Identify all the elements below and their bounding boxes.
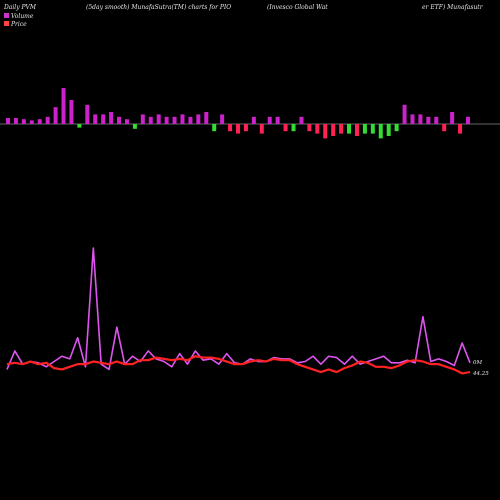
legend-price-swatch xyxy=(4,21,9,26)
pvm-bar xyxy=(466,116,470,124)
pvm-bar xyxy=(243,124,248,132)
pvm-bar xyxy=(148,116,153,124)
pvm-bar xyxy=(402,104,407,124)
pvm-bars xyxy=(6,88,470,139)
pvm-bar xyxy=(331,124,336,136)
pvm-bar xyxy=(37,119,42,124)
pvm-bar xyxy=(339,124,344,134)
pvm-bar xyxy=(378,124,383,139)
pvm-bar xyxy=(124,119,129,124)
pvm-bar xyxy=(354,124,359,136)
volume-end-label: 0M xyxy=(473,360,482,366)
legend-volume-label: Volume xyxy=(11,13,34,20)
pvm-bar xyxy=(410,114,415,124)
pvm-bar xyxy=(283,124,288,132)
pvm-bar xyxy=(61,88,66,124)
pvm-bar xyxy=(450,112,455,124)
legend-price-label: Price xyxy=(10,21,27,28)
pvm-bar xyxy=(188,116,193,124)
pvm-bar xyxy=(13,118,18,124)
pvm-bar xyxy=(212,124,217,132)
pvm-bar xyxy=(109,112,114,124)
header-title: (5day smooth) MunafaSutra(TM) charts for… xyxy=(86,4,231,11)
volume-line xyxy=(6,247,471,371)
pvm-bar xyxy=(85,104,90,124)
pvm-bar xyxy=(196,114,201,124)
pvm-bar xyxy=(426,116,431,124)
pvm-bar xyxy=(458,124,463,134)
pvm-bar xyxy=(132,124,137,129)
pvm-bar xyxy=(362,124,367,134)
header-right-a: (Invesco Global Wat xyxy=(267,4,328,11)
pvm-bar xyxy=(323,124,328,139)
pvm-bar xyxy=(204,112,209,124)
pvm-bar xyxy=(275,116,280,124)
pvm-bar xyxy=(117,116,122,124)
pvm-bar xyxy=(21,119,26,124)
header-right-b: er ETF) Munafasutr xyxy=(422,4,484,11)
pvm-bar xyxy=(45,116,50,124)
pvm-bar xyxy=(228,124,233,132)
pvm-bar xyxy=(93,114,98,124)
pvm-bar xyxy=(394,124,399,132)
pvm-bar xyxy=(236,124,240,134)
pvm-bar xyxy=(29,120,34,124)
pvm-bar xyxy=(77,124,82,128)
pvm-bar xyxy=(315,124,320,134)
pvm-bar xyxy=(101,114,106,124)
price-end-label: 44.25 xyxy=(472,371,489,377)
pvm-bar xyxy=(434,116,439,124)
pvm-bar xyxy=(442,124,447,132)
pvm-bar xyxy=(299,116,304,124)
pvm-bar xyxy=(53,107,58,124)
pvm-bar xyxy=(291,124,296,132)
pvm-bar xyxy=(267,116,272,124)
pvm-bar xyxy=(307,124,312,132)
pvm-bar xyxy=(347,124,352,134)
pvm-bar xyxy=(220,114,225,124)
pvm-bar xyxy=(251,116,256,124)
pvm-bar xyxy=(370,124,375,134)
pvm-bar xyxy=(69,100,74,124)
pvm-bar xyxy=(172,116,177,124)
line-series xyxy=(6,247,471,375)
pvm-bar xyxy=(418,114,423,124)
pvm-bar xyxy=(386,124,391,136)
header-left: Daily PVM xyxy=(3,4,37,11)
pvm-bar xyxy=(140,114,145,124)
pvm-bar xyxy=(156,114,161,124)
pvm-bar xyxy=(180,114,185,124)
legend-volume-swatch xyxy=(4,13,9,18)
pvm-bar xyxy=(6,118,10,124)
pvm-bar xyxy=(259,124,264,134)
pvm-bar xyxy=(164,116,169,124)
price-line xyxy=(6,355,471,375)
